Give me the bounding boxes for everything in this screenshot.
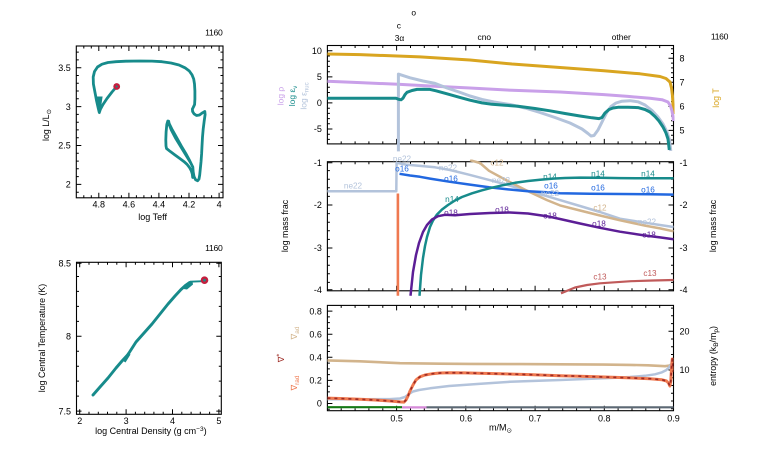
svg-text:-5: -5 bbox=[314, 124, 322, 134]
svg-text:o: o bbox=[411, 8, 416, 18]
svg-text:4.8: 4.8 bbox=[93, 199, 106, 209]
svg-text:o16: o16 bbox=[395, 165, 409, 174]
svg-text:c12: c12 bbox=[490, 158, 504, 167]
svg-text:ne22: ne22 bbox=[344, 182, 363, 191]
svg-text:o16: o16 bbox=[641, 185, 655, 194]
svg-text:8: 8 bbox=[680, 54, 685, 64]
svg-text:-2: -2 bbox=[314, 200, 322, 210]
svg-text:4.2: 4.2 bbox=[183, 199, 196, 209]
svg-text:o18: o18 bbox=[444, 208, 458, 217]
svg-text:3: 3 bbox=[66, 102, 71, 112]
svg-text:3: 3 bbox=[124, 416, 129, 426]
svg-text:-3: -3 bbox=[314, 243, 322, 253]
svg-text:-2: -2 bbox=[680, 200, 688, 210]
svg-text:0: 0 bbox=[317, 98, 322, 108]
svg-text:log mass frac: log mass frac bbox=[280, 199, 290, 252]
svg-text:0.8: 0.8 bbox=[309, 306, 322, 316]
svg-text:1160: 1160 bbox=[711, 32, 729, 42]
svg-text:5: 5 bbox=[216, 416, 221, 426]
svg-text:ne22: ne22 bbox=[638, 217, 657, 226]
svg-text:other: other bbox=[612, 32, 631, 42]
svg-text:0.8: 0.8 bbox=[598, 414, 611, 424]
svg-text:-4: -4 bbox=[314, 285, 322, 295]
svg-text:8: 8 bbox=[66, 332, 71, 342]
svg-text:3α: 3α bbox=[395, 33, 405, 43]
svg-text:5: 5 bbox=[680, 126, 685, 136]
svg-text:4.6: 4.6 bbox=[123, 199, 136, 209]
svg-text:-4: -4 bbox=[680, 285, 688, 295]
svg-text:0.9: 0.9 bbox=[667, 414, 680, 424]
svg-text:3.5: 3.5 bbox=[58, 63, 71, 73]
svg-text:c12: c12 bbox=[593, 203, 607, 212]
svg-text:20: 20 bbox=[680, 327, 690, 337]
svg-text:log ρ: log ρ bbox=[276, 87, 286, 106]
svg-text:log mass frac: log mass frac bbox=[708, 199, 718, 252]
svg-text:7: 7 bbox=[680, 78, 685, 88]
svg-text:n14: n14 bbox=[591, 169, 605, 178]
svg-text:0.5: 0.5 bbox=[390, 414, 403, 424]
svg-text:ne22: ne22 bbox=[439, 164, 458, 173]
svg-text:log Central Temperature (K): log Central Temperature (K) bbox=[37, 284, 47, 392]
svg-text:0: 0 bbox=[317, 399, 322, 409]
svg-text:0.6: 0.6 bbox=[460, 414, 473, 424]
svg-text:n14: n14 bbox=[641, 170, 655, 179]
svg-text:n14: n14 bbox=[445, 195, 459, 204]
svg-text:c13: c13 bbox=[643, 269, 657, 278]
svg-text:log Teff: log Teff bbox=[138, 212, 167, 222]
svg-text:1160: 1160 bbox=[205, 28, 223, 38]
svg-text:4.4: 4.4 bbox=[153, 199, 166, 209]
svg-text:4: 4 bbox=[217, 199, 222, 209]
svg-text:o16: o16 bbox=[591, 183, 605, 192]
svg-text:c: c bbox=[397, 21, 401, 31]
svg-text:c13: c13 bbox=[593, 272, 607, 281]
svg-text:0.2: 0.2 bbox=[309, 376, 322, 386]
svg-text:2.5: 2.5 bbox=[58, 141, 71, 151]
svg-text:0.6: 0.6 bbox=[309, 329, 322, 339]
svg-text:ne22: ne22 bbox=[492, 176, 511, 185]
svg-text:10: 10 bbox=[680, 365, 690, 375]
svg-text:∇*: ∇* bbox=[276, 354, 286, 364]
svg-text:n14: n14 bbox=[543, 173, 557, 182]
svg-text:0.4: 0.4 bbox=[309, 353, 322, 363]
svg-text:2: 2 bbox=[77, 416, 82, 426]
svg-text:-1: -1 bbox=[680, 158, 688, 168]
svg-text:0.7: 0.7 bbox=[529, 414, 542, 424]
svg-text:7.5: 7.5 bbox=[58, 406, 71, 416]
svg-text:o16: o16 bbox=[544, 181, 558, 190]
svg-text:1160: 1160 bbox=[205, 243, 223, 253]
svg-text:o18: o18 bbox=[495, 205, 509, 214]
svg-text:log L/L⊙: log L/L⊙ bbox=[41, 109, 53, 141]
svg-text:o18: o18 bbox=[543, 211, 557, 220]
svg-text:log Central Density (g cm−3): log Central Density (g cm−3) bbox=[95, 426, 207, 436]
svg-text:cno: cno bbox=[478, 32, 492, 42]
svg-text:log T: log T bbox=[711, 88, 721, 108]
svg-text:entropy (kB/mp): entropy (kB/mp) bbox=[708, 326, 720, 386]
svg-text:8.5: 8.5 bbox=[58, 259, 71, 269]
svg-text:log εν: log εν bbox=[287, 86, 299, 107]
svg-text:-3: -3 bbox=[680, 243, 688, 253]
svg-text:o18: o18 bbox=[592, 219, 606, 228]
svg-text:ne22: ne22 bbox=[393, 154, 412, 163]
svg-text:o18: o18 bbox=[642, 231, 656, 240]
svg-text:2: 2 bbox=[66, 180, 71, 190]
svg-text:4: 4 bbox=[170, 416, 175, 426]
svg-text:5: 5 bbox=[317, 72, 322, 82]
svg-text:10: 10 bbox=[312, 46, 322, 56]
svg-text:-1: -1 bbox=[314, 158, 322, 168]
svg-text:ne22: ne22 bbox=[541, 189, 560, 198]
svg-text:6: 6 bbox=[680, 102, 685, 112]
svg-text:o16: o16 bbox=[444, 174, 458, 183]
